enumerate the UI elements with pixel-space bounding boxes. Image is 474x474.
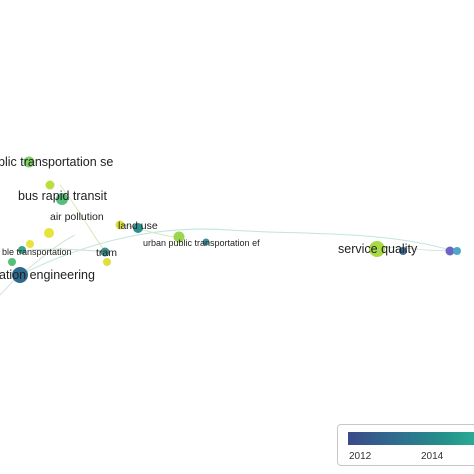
node-public-transportation-se: [23, 156, 35, 168]
node-right-b: [453, 247, 461, 255]
year-legend: 2012 2014: [337, 424, 474, 466]
link-curve-long: [19, 228, 451, 276]
label-service-quality[interactable]: service quality: [338, 242, 418, 256]
node-yellow-small: [26, 240, 34, 248]
year-color-scale: [348, 432, 474, 445]
label-public-transportation[interactable]: ble transportation: [2, 247, 72, 257]
node-right-a: [445, 246, 455, 256]
network-links: [0, 184, 461, 296]
node-land-use-b: [133, 223, 143, 233]
node-urban-public-transportation-ef: [173, 231, 185, 243]
label-tram[interactable]: tram: [96, 247, 117, 259]
node-service-quality: [369, 241, 385, 257]
label-land-use[interactable]: land use: [118, 220, 158, 232]
legend-tick-2014: 2014: [421, 451, 444, 462]
label-air-pollution[interactable]: air pollution: [50, 211, 104, 223]
node-land-use-a: [115, 220, 125, 230]
legend-tick-2012: 2012: [349, 451, 372, 462]
node-tram-a: [100, 247, 110, 257]
node-public-transportation: [18, 246, 26, 254]
node-bus-rapid-transit-b: [56, 193, 68, 205]
node-air-pollution: [44, 228, 54, 238]
node-urban-small: [202, 238, 210, 246]
node-bus-rapid-transit-a: [45, 180, 55, 190]
label-bus-rapid-transit[interactable]: bus rapid transit: [18, 189, 107, 203]
label-public-transportation-se[interactable]: blic transportation se: [0, 155, 114, 169]
label-transportation-engineering[interactable]: ation engineering: [0, 268, 95, 282]
node-left-small: [8, 258, 16, 266]
label-urban-public-transportation-ef[interactable]: urban public transportation ef: [143, 238, 260, 248]
network-nodes: [8, 156, 461, 283]
node-tram-b: [103, 258, 111, 266]
node-transportation-engineering: [12, 267, 28, 283]
node-service-small: [399, 247, 407, 255]
